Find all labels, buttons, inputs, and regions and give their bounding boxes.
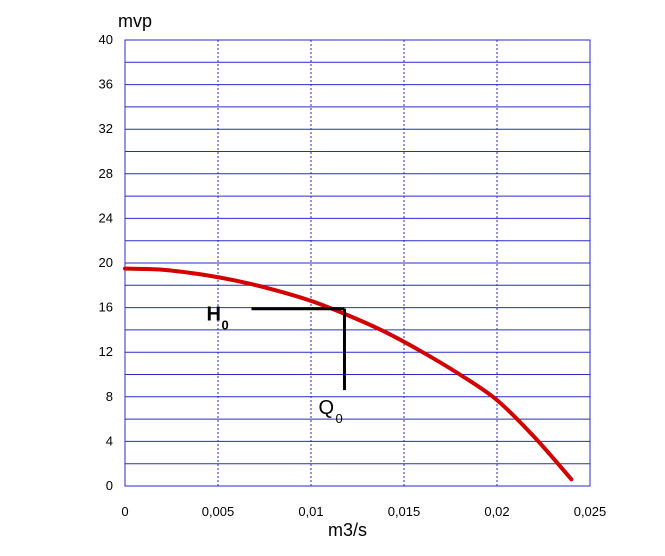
x-tick-label: 0,01 — [298, 504, 323, 519]
y-tick-label: 16 — [99, 300, 113, 315]
plot-frame — [124, 39, 591, 487]
y-tick-label: 24 — [99, 210, 113, 225]
y-tick-label: 32 — [99, 121, 113, 136]
y-tick-label: 12 — [99, 344, 113, 359]
y-tick-label: 36 — [99, 77, 113, 92]
y-tick-label: 28 — [99, 166, 113, 181]
x-tick-label: 0,025 — [574, 504, 607, 519]
x-axis-title: m3/s — [328, 520, 367, 540]
h0-label: H — [206, 304, 220, 326]
y-axis-title: mvp — [118, 11, 152, 31]
annotation-group: H 0Q 0 — [206, 304, 346, 426]
series-group — [123, 266, 574, 482]
x-tick-label: 0,015 — [388, 504, 421, 519]
y-tick-labels: 0 4 8 12 16 20 24 28 32 36 40 — [99, 32, 113, 493]
q0-label-subscript: 0 — [335, 411, 342, 426]
y-tick-label: 20 — [99, 255, 113, 270]
y-tick-label: 4 — [106, 433, 113, 448]
y-tick-label: 8 — [106, 389, 113, 404]
q0-label: Q — [318, 397, 334, 419]
y-tick-label: 0 — [106, 478, 113, 493]
y-tick-label: 40 — [99, 32, 113, 47]
x-tick-labels: 0 0,005 0,01 0,015 0,02 0,025 — [121, 504, 606, 519]
series-line — [123, 266, 574, 482]
x-tick-label: 0,02 — [484, 504, 509, 519]
x-tick-label: 0 — [121, 504, 128, 519]
h0-label-subscript: 0 — [221, 318, 228, 333]
grid-lines — [124, 39, 591, 487]
x-tick-label: 0,005 — [202, 504, 235, 519]
